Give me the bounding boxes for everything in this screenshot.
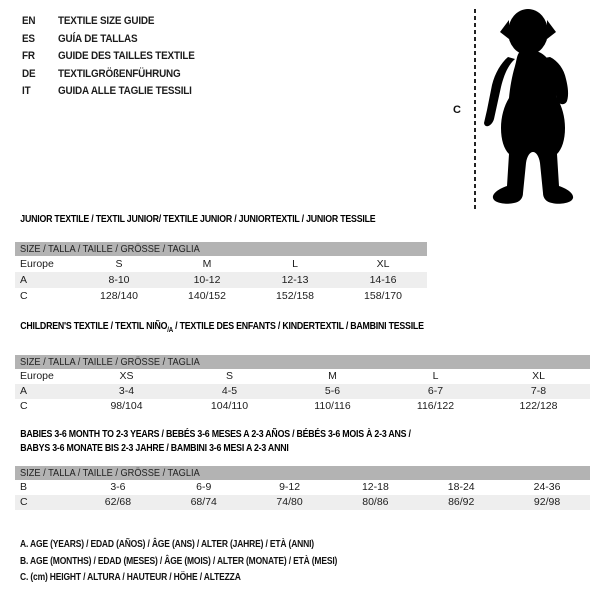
table-row: Europe S M L XL [15, 256, 427, 272]
table-cell: 6-7 [427, 385, 444, 397]
footnote: B. AGE (MONTHS) / EDAD (MESES) / ÂGE (MO… [20, 555, 338, 567]
table-cell: 24-36 [533, 481, 561, 493]
language-label: TEXTILE SIZE GUIDE [58, 15, 155, 27]
table-cell: 14-16 [369, 274, 397, 286]
table-cell: 122/128 [519, 400, 558, 412]
table-size-band: SIZE / TALLA / TAILLE / GRÖSSE / TAGLIA [15, 355, 590, 369]
footnote: A. AGE (YEARS) / EDAD (AÑOS) / ÂGE (ANS)… [20, 539, 314, 550]
footnote-list: A. AGE (YEARS) / EDAD (AÑOS) / ÂGE (ANS)… [20, 537, 393, 587]
table-cell: S [115, 258, 123, 270]
table-cell: 10-12 [193, 274, 221, 286]
table-cell: 140/152 [188, 290, 226, 302]
table-cell: 3-4 [118, 385, 135, 397]
table-row: A 3-4 4-5 5-6 6-7 7-8 [15, 384, 590, 399]
table-cell: 92/98 [533, 496, 561, 508]
table-cell: 12-13 [281, 274, 309, 286]
table-cell: 18-24 [447, 481, 475, 493]
language-label: GUIDE DES TAILLES TEXTILE [58, 50, 195, 62]
language-row: DE TEXTILGRÖßENFÜHRUNG [22, 66, 195, 84]
table-title: JUNIOR TEXTILE / TEXTIL JUNIOR/ TEXTILE … [15, 213, 378, 227]
table-title: CHILDREN'S TEXTILE / TEXTIL NIÑO/A / TEX… [15, 320, 521, 338]
table-row: C 62/68 68/74 74/80 80/86 86/92 92/98 [15, 495, 590, 510]
table-cell: S [225, 370, 233, 382]
table-cell: 3-6 [110, 481, 126, 493]
table-title-text: /A [167, 327, 173, 334]
language-code: FR [22, 50, 35, 62]
height-marker-label: C [453, 104, 461, 116]
table-row: Europe XS S M L XL [15, 369, 590, 384]
table-cell: 62/68 [104, 496, 132, 508]
table-title-text: / TEXTILE DES ENFANTS / KINDERTEXTIL / B… [172, 321, 424, 332]
table-cell: L [432, 370, 439, 382]
language-code: IT [22, 85, 31, 97]
language-code: EN [22, 15, 36, 27]
table-cell: 7-8 [530, 385, 547, 397]
table-row: C 98/104 104/110 110/116 116/122 122/128 [15, 399, 590, 414]
footnote: C. (cm) HEIGHT / ALTURA / HAUTEUR / HÖHE… [20, 572, 241, 583]
toddler-silhouette-icon [484, 9, 574, 204]
language-row: IT GUIDA ALLE TAGLIE TESSILI [22, 83, 195, 101]
table-cell: 8-10 [108, 274, 130, 286]
table-title-text: CHILDREN'S TEXTILE / TEXTIL NIÑO [20, 321, 168, 332]
row-label: Europe [20, 370, 54, 382]
language-code: ES [22, 32, 35, 45]
table-size-band-text: SIZE / TALLA / TAILLE / GRÖSSE / TAGLIA [20, 243, 200, 255]
table-cell: 98/104 [110, 400, 143, 412]
children-textile-table: CHILDREN'S TEXTILE / TEXTIL NIÑO/A / TEX… [15, 320, 590, 414]
table-cell: 80/86 [362, 496, 389, 508]
table-cell: 152/158 [276, 290, 314, 302]
babies-textile-table: BABIES 3-6 MONTH TO 2-3 YEARS / BEBÉS 3-… [15, 428, 590, 510]
row-label: C [20, 400, 28, 412]
table-cell: 4-5 [221, 385, 238, 397]
table-cell: 158/170 [364, 290, 402, 302]
table-cell: XS [119, 370, 134, 382]
table-size-band: SIZE / TALLA / TAILLE / GRÖSSE / TAGLIA [15, 466, 590, 480]
table-row: B 3-6 6-9 9-12 12-18 18-24 24-36 [15, 480, 590, 495]
table-cell: 128/140 [100, 290, 138, 302]
table-cell: 74/80 [276, 496, 303, 508]
row-label: Europe [20, 258, 54, 270]
table-row: C 128/140 140/152 152/158 158/170 [15, 288, 427, 304]
row-label: C [20, 496, 28, 508]
row-label: A [20, 385, 28, 397]
table-cell: M [328, 370, 337, 382]
table-cell: 5-6 [324, 385, 341, 397]
table-cell: XL [376, 258, 390, 270]
table-cell: M [202, 258, 212, 270]
table-size-band-text: SIZE / TALLA / TAILLE / GRÖSSE / TAGLIA [20, 467, 200, 479]
language-row: ES GUÍA DE TALLAS [22, 31, 195, 49]
row-label: A [20, 274, 28, 286]
table-cell: 116/122 [416, 400, 455, 412]
table-cell: 9-12 [279, 481, 301, 493]
language-list: EN TEXTILE SIZE GUIDE ES GUÍA DE TALLAS FR GU… [22, 13, 214, 101]
table-cell: L [292, 258, 298, 270]
row-label: C [20, 290, 28, 302]
language-row: EN TEXTILE SIZE GUIDE [22, 13, 195, 31]
table-cell: 86/92 [448, 496, 475, 508]
table-size-band: SIZE / TALLA / TAILLE / GRÖSSE / TAGLIA [15, 242, 427, 256]
table-cell: 12-18 [361, 481, 389, 493]
language-code: DE [22, 67, 36, 80]
table-row: A 8-10 10-12 12-13 14-16 [15, 272, 427, 288]
row-label: B [20, 481, 28, 493]
language-label: TEXTILGRÖßENFÜHRUNG [58, 67, 181, 80]
table-cell: XL [532, 370, 545, 382]
table-cell: 110/116 [314, 400, 351, 412]
table-title-text: BABYS 3-6 MONATE BIS 2-3 JAHRE / BAMBINI… [20, 443, 289, 454]
table-cell: 68/74 [190, 496, 217, 508]
table-title-text: BABIES 3-6 MONTH TO 2-3 YEARS / BEBÉS 3-… [20, 429, 411, 440]
language-label: GUÍA DE TALLAS [58, 32, 138, 45]
table-title-text: JUNIOR TEXTILE / TEXTIL JUNIOR/ TEXTILE … [20, 214, 376, 225]
language-label: GUIDA ALLE TAGLIE TESSILI [58, 85, 192, 97]
height-dashed-line [474, 9, 476, 211]
table-title: BABIES 3-6 MONTH TO 2-3 YEARS / BEBÉS 3-… [15, 428, 521, 456]
table-cell: 104/110 [210, 400, 249, 412]
language-row: FR GUIDE DES TAILLES TEXTILE [22, 48, 195, 66]
table-size-band-text: SIZE / TALLA / TAILLE / GRÖSSE / TAGLIA [20, 356, 200, 368]
junior-textile-table: JUNIOR TEXTILE / TEXTIL JUNIOR/ TEXTILE … [15, 213, 427, 304]
table-cell: 6-9 [196, 481, 212, 493]
